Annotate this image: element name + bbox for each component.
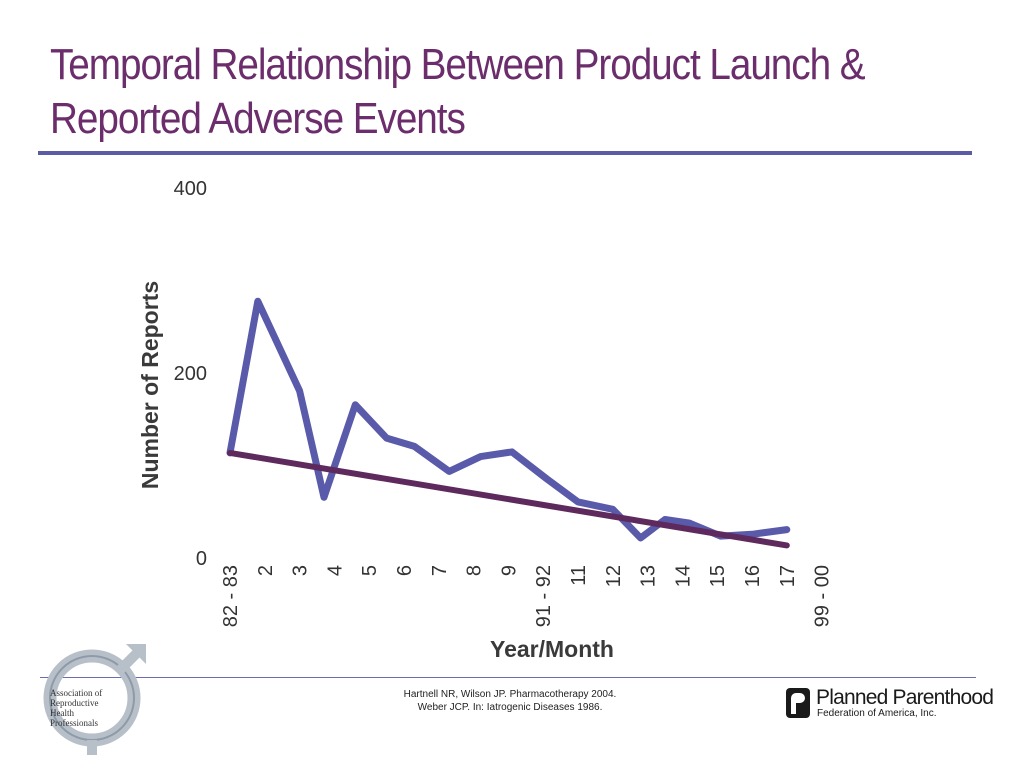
x-tick-label: 2 bbox=[255, 565, 277, 576]
x-tick-label: 8 bbox=[464, 565, 486, 576]
x-tick-label: 12 bbox=[603, 565, 625, 587]
x-axis-title: Year/Month bbox=[490, 636, 614, 662]
x-tick-label: 14 bbox=[672, 565, 694, 587]
x-tick-label: 11 bbox=[568, 565, 590, 586]
arhp-logo-text-line: Health bbox=[50, 708, 74, 718]
x-tick-label: 99 - 00 bbox=[812, 565, 834, 627]
citation: Hartnell NR, Wilson JP. Pharmacotherapy … bbox=[380, 688, 640, 714]
x-tick-label: 3 bbox=[290, 565, 312, 576]
x-tick-label: 13 bbox=[638, 565, 660, 587]
line-chart: 0 200 400 82 - 83 2 3 4 5 6 7 8 9 91 - 92 11 12 13 14 15 1… bbox=[137, 178, 834, 662]
planned-parenthood-logo: Planned Parenthood Federation of America… bbox=[786, 686, 994, 726]
x-tick-label: 5 bbox=[359, 565, 381, 576]
slide-title-line-2: Reported Adverse Events bbox=[50, 94, 466, 143]
x-tick-label: 9 bbox=[498, 565, 520, 576]
y-tick-label: 400 bbox=[174, 178, 207, 200]
y-tick-label: 0 bbox=[196, 548, 207, 570]
slide-title-line-1: Temporal Relationship Between Product La… bbox=[50, 40, 866, 89]
arhp-logo-text-line: Association of bbox=[50, 688, 103, 698]
arhp-logo bbox=[43, 644, 146, 755]
citation-line-1: Hartnell NR, Wilson JP. Pharmacotherapy … bbox=[403, 689, 617, 700]
x-tick-label: 17 bbox=[777, 565, 799, 587]
planned-parenthood-name: Planned Parenthood bbox=[816, 686, 994, 709]
planned-parenthood-subtitle: Federation of America, Inc. bbox=[817, 708, 937, 719]
arhp-logo-text-line: Reproductive bbox=[50, 698, 99, 708]
title-divider bbox=[38, 151, 972, 155]
slide-title: Temporal Relationship Between Product La… bbox=[50, 38, 895, 146]
trend-series-line bbox=[227, 449, 790, 549]
x-tick-label: 4 bbox=[324, 565, 346, 576]
y-tick-label: 200 bbox=[174, 363, 207, 385]
footer-divider bbox=[40, 677, 976, 678]
x-tick-label: 82 - 83 bbox=[220, 565, 242, 627]
x-tick-label: 15 bbox=[707, 565, 729, 587]
citation-line-2: Weber JCP. In: Iatrogenic Diseases 1986. bbox=[417, 702, 603, 713]
x-tick-label: 7 bbox=[429, 565, 451, 576]
adverse-events-series-line bbox=[226, 297, 791, 542]
planned-parenthood-icon bbox=[786, 688, 810, 718]
x-tick-label: 16 bbox=[742, 565, 764, 587]
x-tick-label: 6 bbox=[394, 565, 416, 576]
x-tick-label: 91 - 92 bbox=[533, 565, 555, 627]
arhp-logo-text: Association of Reproductive Health Profe… bbox=[50, 688, 102, 728]
arhp-logo-text-line: Professionals bbox=[50, 718, 98, 728]
y-axis-title: Number of Reports bbox=[137, 281, 163, 489]
